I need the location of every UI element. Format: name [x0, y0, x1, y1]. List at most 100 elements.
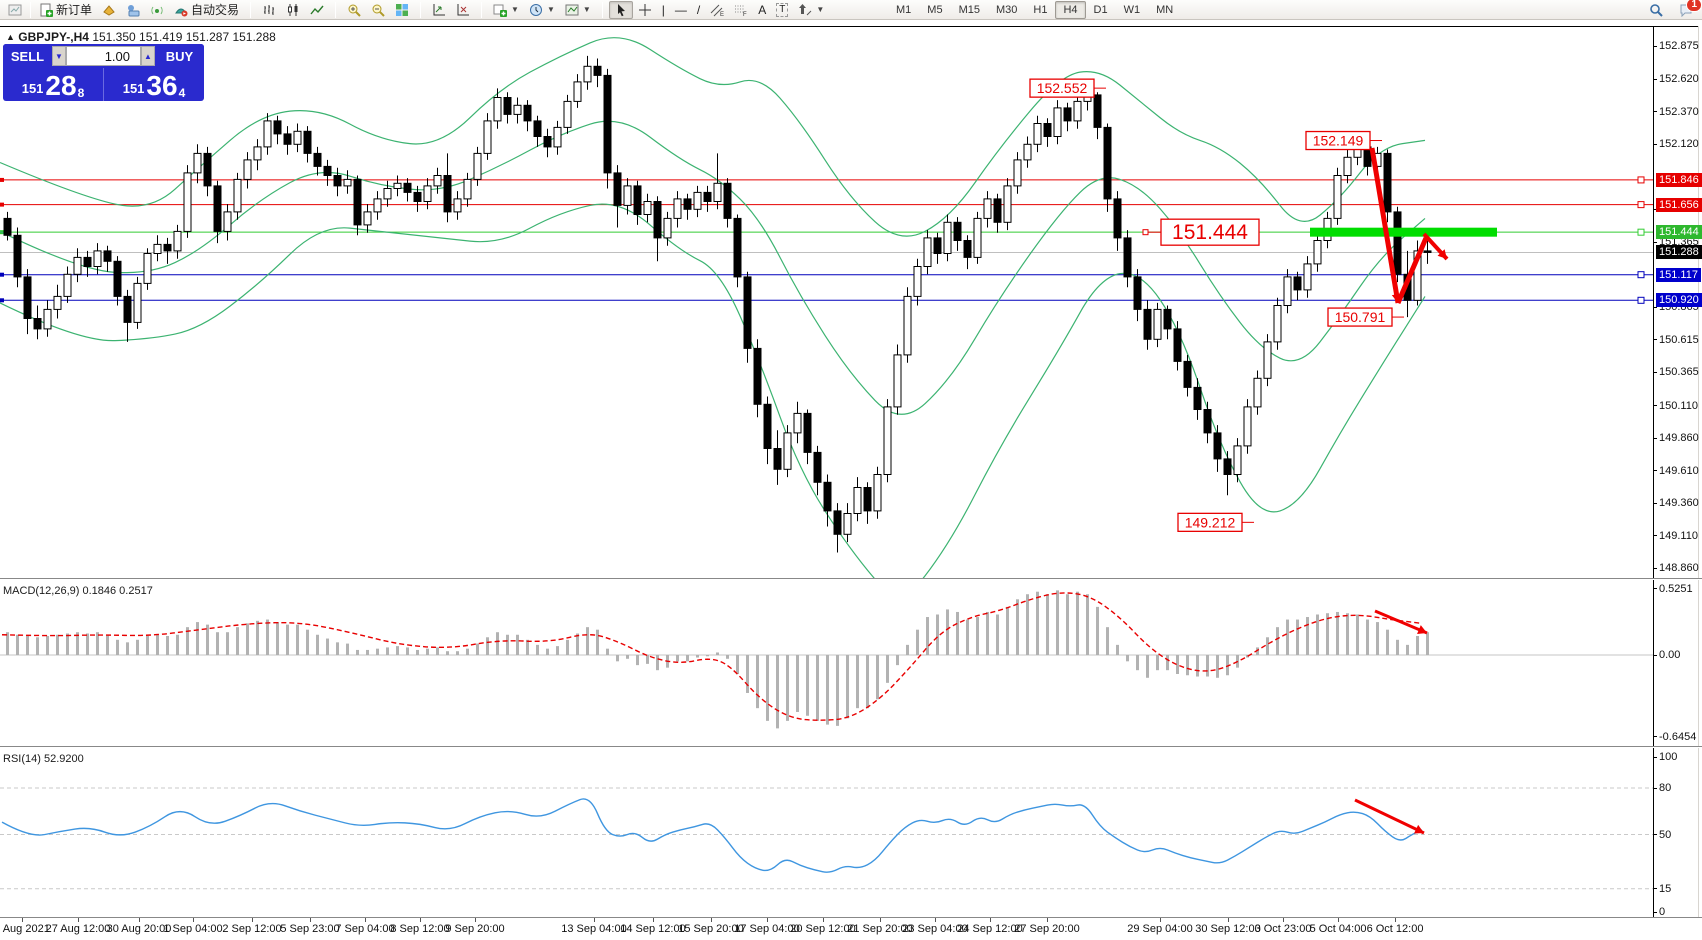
bear-candle [1393, 211, 1402, 275]
crosshair-mode-button[interactable] [451, 1, 475, 19]
open-chart-button[interactable] [3, 1, 27, 19]
timeframe-button-H4[interactable]: H4 [1055, 1, 1086, 19]
timeframe-button-H1[interactable]: H1 [1033, 4, 1048, 16]
sell-button[interactable]: SELL [3, 44, 52, 68]
periods-button[interactable]: ▼ [524, 1, 560, 19]
signals-button[interactable] [145, 1, 169, 19]
price-axis-tick [1653, 111, 1657, 113]
one-click-trading-panel: SELL ▼ 1.00 ▲ BUY 151 28 8 151 36 4 [3, 44, 204, 101]
add-indicator-button[interactable]: ▼ [488, 1, 524, 19]
red-arrowhead [1417, 625, 1427, 634]
rsi-axis-label: 50 [1659, 828, 1672, 841]
timeframe-button-M1[interactable]: M1 [896, 4, 912, 16]
bull-candle [943, 221, 952, 255]
panel-separator[interactable] [0, 746, 1702, 747]
search-button[interactable] [1644, 1, 1668, 19]
bear-candle [1383, 152, 1392, 213]
price-axis-label: 149.610 [1659, 464, 1699, 477]
arrows-tool-button[interactable]: ▼ [793, 1, 829, 19]
time-axis-label: 6 Aug 2021 [0, 923, 50, 935]
bull-candle [1003, 185, 1012, 223]
toolbar: 新订单 自动交易 ▼ ▼ ▼ [0, 0, 1702, 20]
timeframe-button-M15[interactable]: M15 [958, 4, 980, 16]
chart-window-icon [8, 4, 22, 15]
bull-candle [643, 201, 652, 215]
time-axis-tick [22, 918, 23, 922]
trendline-tool-button[interactable]: / [692, 1, 705, 19]
crosshair-tool-button[interactable] [633, 1, 657, 19]
horizontal-line-icon: — [674, 2, 687, 17]
buy-button[interactable]: BUY [155, 44, 204, 68]
bear-candle [353, 178, 362, 226]
bear-candle [13, 234, 22, 278]
arrow-shapes-icon [799, 3, 812, 15]
time-axis-label: 23 Sep 04:00 [902, 923, 968, 935]
bull-candle [693, 191, 702, 210]
time-axis-label: 13 Sep 04:00 [561, 923, 627, 935]
new-order-button[interactable]: 新订单 [34, 1, 97, 19]
bull-candle [263, 120, 272, 148]
timeframe-button-D1[interactable]: D1 [1093, 4, 1108, 16]
bull-candle [53, 295, 62, 310]
bull-candle [1243, 406, 1252, 447]
bull-candle [463, 178, 472, 200]
bull-candle [573, 81, 582, 102]
buy-price[interactable]: 151 36 4 [104, 68, 204, 101]
level-line-handle [1637, 176, 1645, 184]
time-axis-tick [1395, 918, 1396, 922]
zoom-out-button[interactable] [366, 1, 390, 19]
time-axis-label: 14 Sep 12:00 [620, 923, 686, 935]
price-axis-label: 152.120 [1659, 138, 1699, 151]
equidistant-channel-button[interactable]: E [705, 1, 729, 19]
candlestick-chart-button[interactable] [281, 1, 305, 19]
timeframe-button-W1[interactable]: W1 [1123, 4, 1141, 16]
volume-decrease-button[interactable]: ▼ [52, 46, 66, 66]
volume-input[interactable]: 1.00 [66, 46, 141, 66]
bull-candle [713, 182, 722, 203]
fibonacci-tool-button[interactable]: F [729, 1, 753, 19]
main-price-chart[interactable]: 152.552 152.149 151.444 150.791 149.212 [0, 26, 1653, 578]
bull-candle [883, 406, 892, 475]
auto-trading-button[interactable]: 自动交易 [169, 1, 244, 19]
bull-candle [663, 217, 672, 239]
data-window-button[interactable] [121, 1, 145, 19]
symbol-ohlc-header: ▲ GBPJPY-,H4 151.350 151.419 151.287 151… [6, 30, 276, 44]
time-axis-tick [594, 918, 595, 922]
time-axis-tick [252, 918, 253, 922]
market-watch-button[interactable] [97, 1, 121, 19]
timeframe-button-M30[interactable]: M30 [995, 4, 1018, 16]
strategy-test-button[interactable] [427, 1, 451, 19]
chat-button[interactable]: 1 [1674, 0, 1702, 19]
tile-windows-button[interactable] [390, 1, 414, 19]
cursor-tool-button[interactable] [608, 0, 633, 19]
time-axis-label: 29 Sep 04:00 [1127, 923, 1193, 935]
bear-candle [203, 152, 212, 187]
sell-price[interactable]: 151 28 8 [3, 68, 104, 101]
bar-chart-button[interactable] [257, 1, 281, 19]
text-label-tool-button[interactable]: T [771, 1, 793, 19]
macd-indicator-chart[interactable] [0, 582, 1653, 746]
panel-separator[interactable] [0, 578, 1702, 579]
templates-button[interactable]: ▼ [560, 1, 596, 19]
price-axis-tick [1653, 437, 1657, 439]
vertical-line-tool-button[interactable]: | [657, 1, 670, 19]
bull-candle [43, 308, 52, 330]
bear-candle [653, 201, 662, 239]
volume-increase-button[interactable]: ▲ [141, 46, 155, 66]
rsi-indicator-chart[interactable] [0, 750, 1653, 917]
bear-candle [733, 217, 742, 278]
line-chart-button[interactable] [305, 1, 329, 19]
fibonacci-icon: F [735, 5, 747, 17]
bear-candle [1293, 276, 1302, 291]
timeframe-button-M5[interactable]: M5 [927, 4, 943, 16]
zoom-in-button[interactable] [342, 1, 366, 19]
bull-candle [153, 243, 162, 254]
bear-candle [763, 403, 772, 449]
timeframe-button-MN[interactable]: MN [1156, 4, 1174, 16]
svg-text:150.791: 150.791 [1335, 309, 1386, 325]
line-chart-icon [310, 5, 324, 14]
price-axis-line [1653, 26, 1654, 917]
horizontal-line-tool-button[interactable]: — [670, 1, 692, 19]
time-axis-tick [935, 918, 936, 922]
text-tool-button[interactable]: A [753, 1, 771, 19]
